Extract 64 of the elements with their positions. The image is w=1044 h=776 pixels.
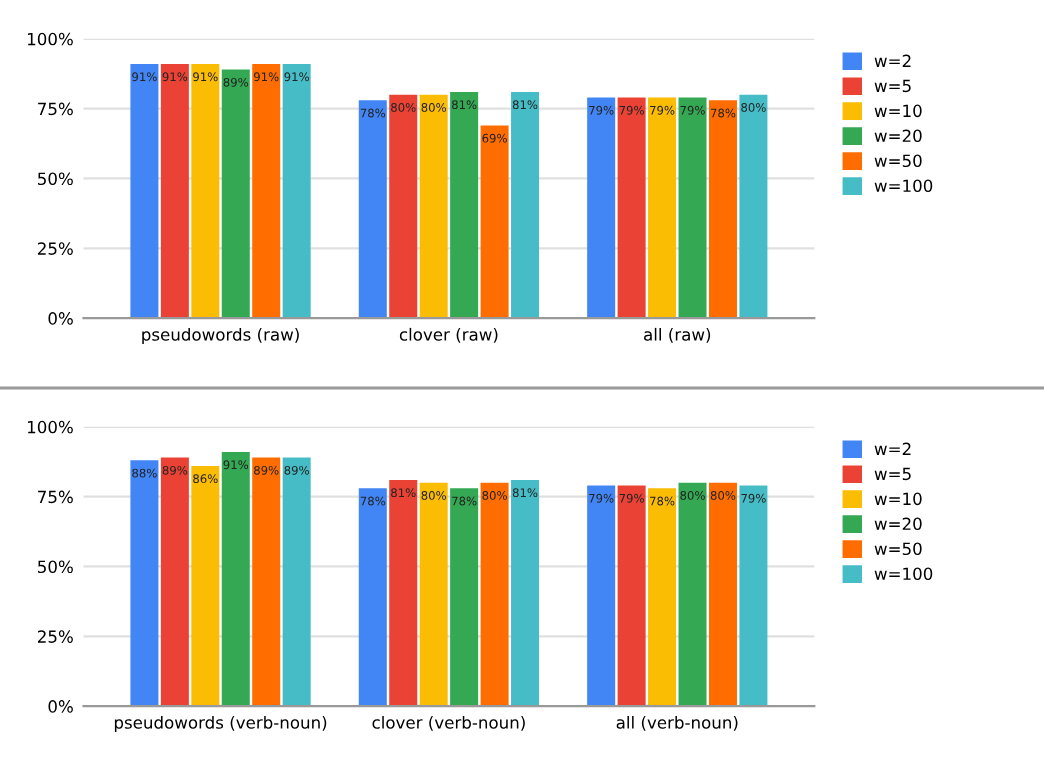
y-tick-label: 25% bbox=[37, 242, 73, 255]
x-tick-label: all (raw) bbox=[644, 327, 711, 343]
bar bbox=[221, 451, 250, 707]
y-tick-label: 100% bbox=[27, 420, 73, 434]
legend-label: w=10 bbox=[874, 492, 922, 506]
bar bbox=[282, 63, 311, 319]
y-tick-label: 75% bbox=[38, 102, 73, 116]
bar bbox=[358, 100, 387, 319]
bar bbox=[191, 63, 220, 319]
y-tick-label: 50% bbox=[38, 560, 73, 574]
bar bbox=[221, 69, 250, 319]
bar bbox=[389, 94, 418, 319]
legend-label: w=50 bbox=[874, 542, 922, 556]
bar bbox=[587, 97, 616, 319]
bar bbox=[511, 479, 540, 707]
bar bbox=[739, 94, 768, 319]
bar bbox=[587, 485, 616, 707]
y-tick-label: 100% bbox=[27, 32, 73, 46]
bar bbox=[160, 457, 189, 707]
bar bbox=[678, 97, 707, 319]
legend-label: w=20 bbox=[874, 129, 922, 143]
y-tick-label: 50% bbox=[38, 172, 73, 186]
y-tick-label: 75% bbox=[38, 490, 73, 504]
bar bbox=[282, 457, 311, 707]
y-tick-label: 0% bbox=[48, 312, 73, 325]
bar bbox=[130, 63, 159, 319]
bar bbox=[480, 482, 509, 707]
bar bbox=[130, 460, 159, 707]
bar bbox=[617, 485, 646, 707]
legend-label: w=2 bbox=[874, 54, 911, 67]
legend-label: w=100 bbox=[874, 179, 933, 193]
bar bbox=[648, 488, 677, 707]
legend-label: w=20 bbox=[874, 517, 922, 531]
bar bbox=[480, 125, 509, 319]
bar bbox=[450, 488, 479, 707]
bar bbox=[708, 100, 737, 319]
bar bbox=[648, 97, 677, 319]
y-tick-label: 0% bbox=[48, 700, 73, 713]
bar bbox=[252, 457, 281, 707]
bar bbox=[708, 482, 737, 707]
legend-label: w=5 bbox=[874, 467, 911, 481]
bar bbox=[419, 94, 448, 319]
x-tick-label: clover (verb-noun) bbox=[372, 715, 525, 731]
bar bbox=[450, 91, 479, 319]
legend-label: w=2 bbox=[874, 442, 911, 455]
bar bbox=[511, 91, 540, 319]
legend-label: w=50 bbox=[874, 154, 922, 168]
bar bbox=[419, 482, 448, 707]
x-tick-label: clover (raw) bbox=[399, 327, 498, 343]
bar bbox=[160, 63, 189, 319]
bar bbox=[739, 485, 768, 707]
bar bbox=[678, 482, 707, 707]
x-tick-label: pseudowords (raw) bbox=[142, 327, 299, 345]
bar bbox=[252, 63, 281, 319]
bar bbox=[617, 97, 646, 319]
legend-label: w=100 bbox=[874, 567, 933, 581]
bar bbox=[191, 465, 220, 707]
x-tick-label: pseudowords (verb-noun) bbox=[114, 715, 327, 733]
bar bbox=[358, 488, 387, 707]
x-tick-label: all (verb-noun) bbox=[616, 715, 738, 731]
legend-label: w=5 bbox=[874, 79, 911, 93]
legend-label: w=10 bbox=[874, 104, 922, 118]
y-tick-label: 25% bbox=[37, 630, 73, 643]
bar bbox=[389, 479, 418, 707]
